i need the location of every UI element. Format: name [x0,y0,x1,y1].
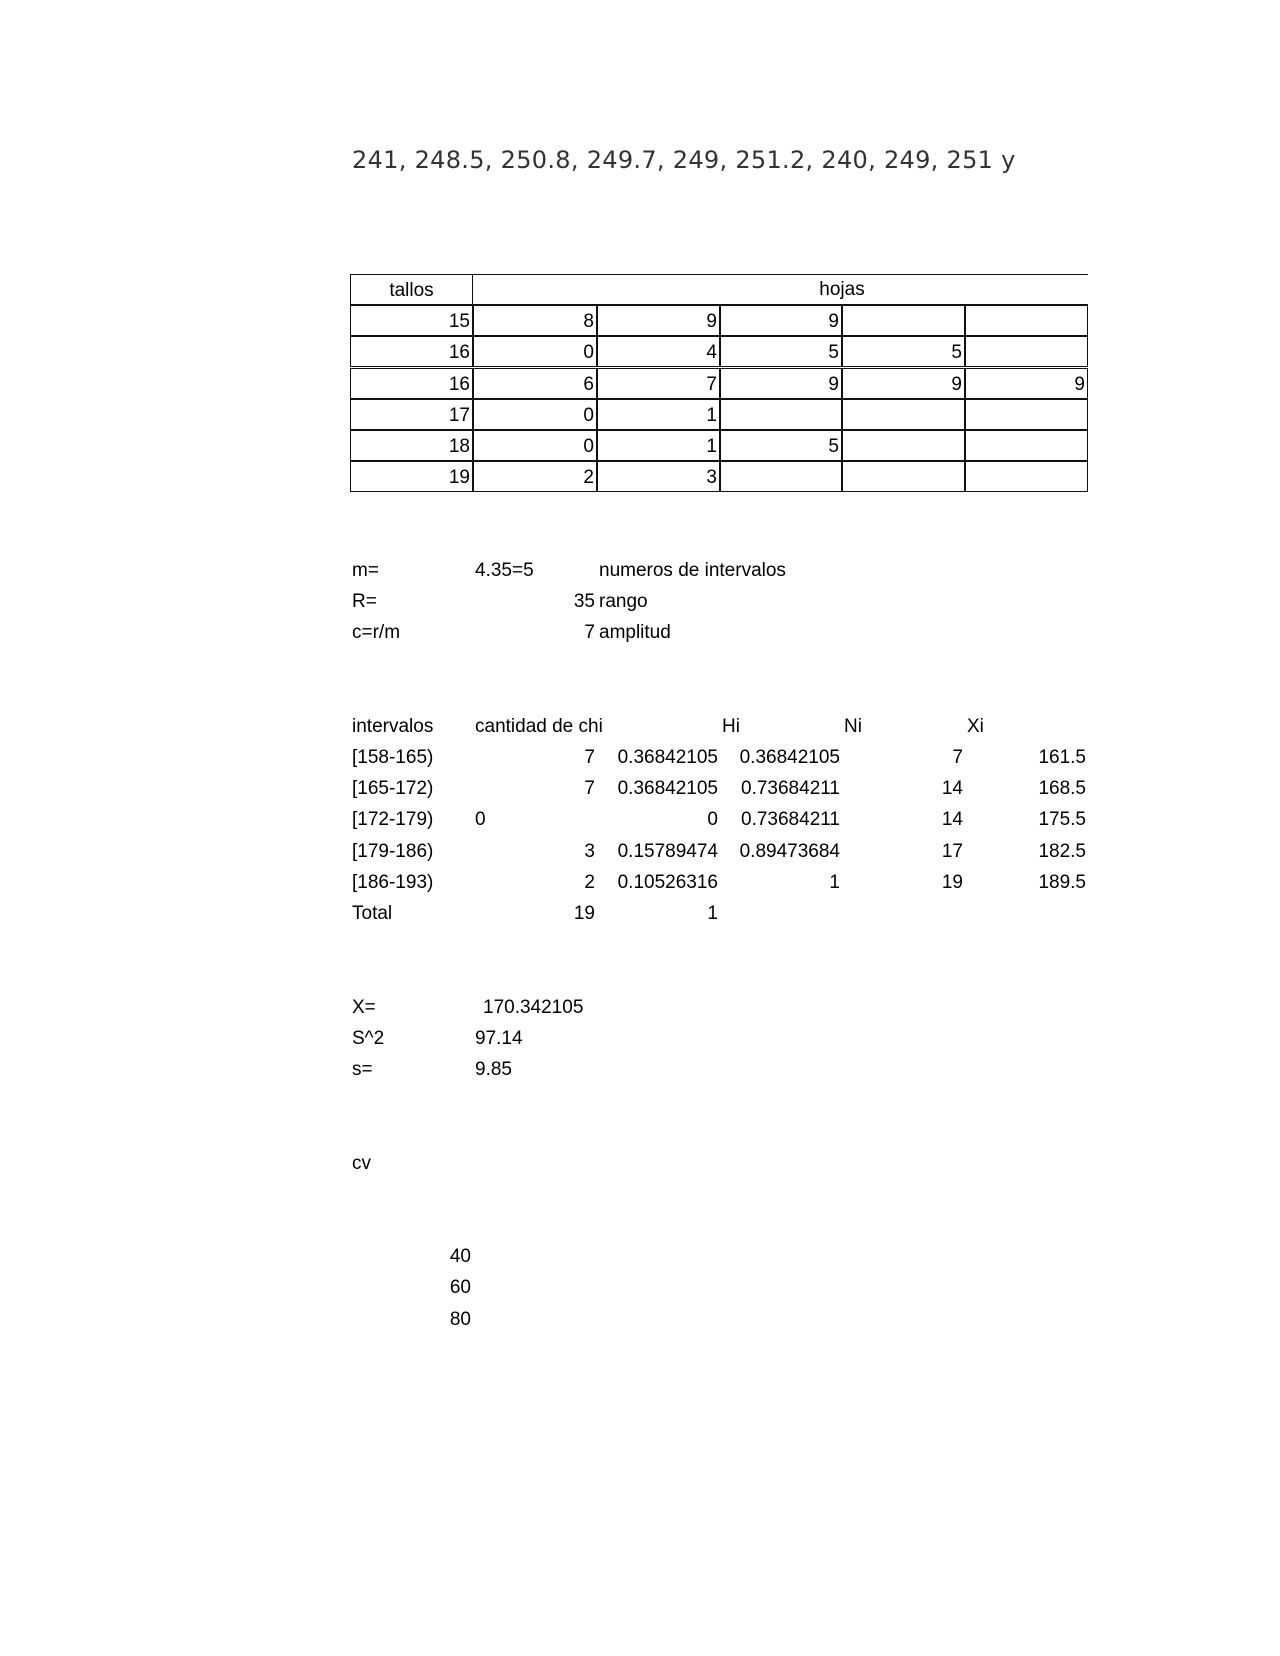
stat-label: s= [352,1059,373,1080]
leaf-cell: 9 [965,367,1088,399]
freq-value: 14 [941,809,963,831]
leaf-cell [965,430,1088,461]
freq-value: 0.36842105 [617,778,718,800]
freq-value: 17 [941,840,963,862]
freq-value: 1 [707,903,718,924]
leaf-cell [965,461,1088,493]
stems-header: tallos [350,274,473,305]
interval-label: Total [352,903,393,924]
extra-value: 40 [449,1246,471,1268]
param-description: amplitud [599,622,671,644]
stem-cell: 17 [350,398,473,430]
leaf-cell: 2 [473,461,597,493]
stat-label: S^2 [352,1027,385,1049]
stat-label: X= [352,996,376,1018]
interval-label: [179-186) [352,840,434,862]
freq-value: 0.36842105 [617,747,718,768]
param-value: 7 [584,622,595,644]
freq-value: 0.89473684 [739,840,840,862]
param-description: rango [599,591,648,612]
stat-value: 9.85 [475,1059,512,1080]
leaf-cell: 5 [720,336,842,368]
param-value: 35 [573,591,595,612]
leaf-cell: 0 [473,336,597,368]
extra-value: 60 [449,1277,471,1299]
stem-cell: 18 [350,430,473,461]
interval-label: [158-165) [352,747,434,768]
cv-label: cv [352,1152,371,1174]
freq-value: 0 [707,809,718,831]
freq-value: 161.5 [1038,747,1086,768]
data-list-text: 241, 248.5, 250.8, 249.7, 249, 251.2, 24… [352,146,1016,174]
leaf-cell: 5 [842,336,965,368]
stat-value: 97.14 [475,1027,523,1049]
stem-cell: 16 [350,336,473,368]
leaf-cell: 8 [473,305,597,337]
freq-value: 2 [584,871,595,893]
stem-cell: 16 [350,367,473,399]
freq-value: 0.73684211 [741,778,840,800]
stem-cell: 15 [350,305,473,337]
stat-value: 170.342105 [483,996,584,1018]
leaf-cell: 3 [597,461,720,493]
leaf-cell [965,336,1088,368]
extra-value: 80 [449,1308,471,1330]
freq-header: cantidad de chi [475,715,603,737]
freq-value: 175.5 [1038,809,1086,831]
leaf-cell: 9 [597,305,720,337]
freq-value: 0 [475,809,486,831]
leaf-cell [965,398,1088,430]
param-description: numeros de intervalos [599,559,786,581]
leaf-cell: 1 [597,430,720,461]
freq-value: 189.5 [1038,871,1086,893]
interval-label: [186-193) [352,871,434,893]
leaf-cell [842,305,965,337]
freq-value: 7 [584,747,595,768]
leaf-cell: 9 [720,367,842,399]
leaf-cell: 0 [473,430,597,461]
freq-header: Hi [722,715,740,737]
interval-label: [165-172) [352,778,434,800]
param-label: R= [352,591,377,612]
leaf-cell [720,461,842,493]
leaf-cell: 4 [597,336,720,368]
freq-header: intervalos [352,715,434,737]
freq-value: 19 [573,903,595,924]
freq-value: 1 [829,871,840,893]
leaf-cell [842,430,965,461]
stem-cell: 19 [350,461,473,493]
freq-value: 168.5 [1038,778,1086,800]
freq-value: 19 [941,871,963,893]
freq-value: 3 [584,840,595,862]
param-value: 4.35=5 [475,559,534,581]
leaf-cell: 6 [473,367,597,399]
freq-value: 182.5 [1038,840,1086,862]
leaf-cell: 9 [842,367,965,399]
leaf-cell: 5 [720,430,842,461]
freq-value: 7 [952,747,963,768]
leaf-cell: 0 [473,398,597,430]
leaf-cell: 9 [720,305,842,337]
leaf-cell [842,461,965,493]
interval-label: [172-179) [352,809,434,831]
freq-value: 0.10526316 [617,871,718,893]
freq-value: 7 [584,778,595,800]
freq-value: 0.73684211 [741,809,840,831]
freq-header: Ni [844,715,862,737]
leaves-header: hojas [819,279,865,300]
leaf-cell: 7 [597,367,720,399]
freq-value: 0.15789474 [617,840,718,862]
leaf-cell [720,398,842,430]
freq-value: 0.36842105 [739,747,840,768]
hojas-header-border [473,274,1088,305]
leaf-cell: 1 [597,398,720,430]
param-label: m= [352,559,379,581]
freq-header: Xi [967,715,984,737]
leaf-cell [965,305,1088,337]
param-label: c=r/m [352,622,401,644]
leaf-cell [842,398,965,430]
freq-value: 14 [941,778,963,800]
